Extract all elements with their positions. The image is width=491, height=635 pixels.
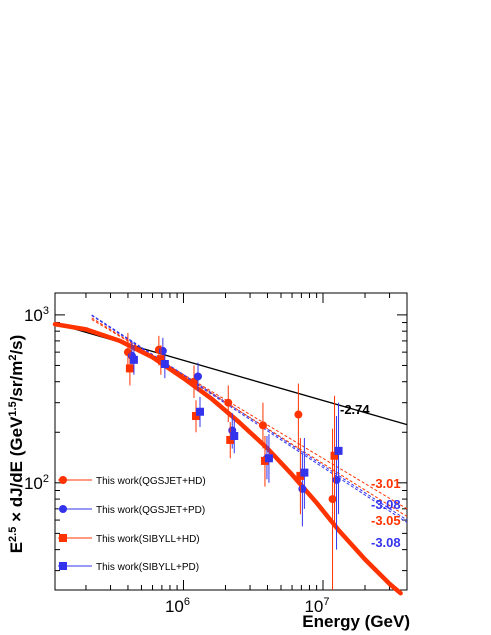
data-point [332, 475, 341, 484]
data-point [193, 372, 202, 381]
data-point [158, 346, 167, 355]
model-curve [52, 321, 403, 596]
data-point [334, 446, 343, 455]
data-point [125, 364, 134, 373]
x-tick-label: 106 [165, 596, 190, 616]
legend: This work(QGSJET+HD) This work(QGSJET+PD)… [58, 476, 206, 573]
data-point [330, 451, 339, 460]
data-point [129, 355, 138, 364]
data-point [294, 410, 303, 419]
data-point [258, 421, 267, 430]
axis-ticks [55, 293, 408, 590]
x-tick-label: 107 [304, 596, 329, 616]
legend-label: This work(QGSJET+HD) [96, 476, 206, 487]
data-point [300, 468, 309, 477]
fit-slope-annotation: -3.08 [371, 535, 401, 550]
legend-label: This work(QGSJET+PD) [96, 505, 205, 516]
plot-frame [54, 292, 408, 591]
tick-labels: 106 107 102 103 [24, 305, 330, 616]
data-points [123, 333, 343, 590]
x-axis-title: Energy (GeV) [302, 612, 410, 631]
y-axis-title-group: E2.5​ × dJ/dE (GeV1.5​/sr/m2​/s) [7, 335, 26, 554]
fit-annotations: -2.74-3.01-3.08-3.05-3.08 [340, 402, 401, 550]
data-point [191, 411, 200, 420]
series-4 [129, 345, 343, 515]
data-point [298, 484, 307, 493]
data-point [160, 359, 169, 368]
y-tick-label: 102 [24, 473, 49, 493]
legend-marker [59, 476, 67, 484]
model-curve-layer [52, 321, 403, 596]
fit-slope-annotation: -3.01 [371, 476, 401, 491]
legend-marker [59, 534, 67, 542]
data-point [156, 355, 165, 364]
legend-label: This work(SIBYLL+HD) [96, 534, 200, 545]
fit-line-3 [91, 314, 408, 521]
plot-area [54, 292, 408, 591]
y-axis-title: E2.5​ × dJ/dE (GeV1.5​/sr/m2​/s) [7, 335, 26, 554]
data-point [264, 454, 273, 463]
y-tick-label: 103 [24, 305, 49, 325]
fit-slope-annotation: -3.05 [371, 513, 401, 528]
legend-marker [59, 505, 67, 513]
data-point [195, 407, 204, 416]
data-point [224, 398, 233, 407]
data-point [230, 432, 239, 441]
fit-slope-annotation: -2.74 [340, 402, 370, 417]
legend-label: This work(SIBYLL+PD) [96, 562, 199, 573]
fit-lines [54, 314, 408, 523]
legend-marker [59, 562, 67, 570]
fit-line-5 [91, 315, 408, 523]
fit-slope-annotation: -3.08 [371, 497, 401, 512]
data-point [328, 495, 337, 504]
